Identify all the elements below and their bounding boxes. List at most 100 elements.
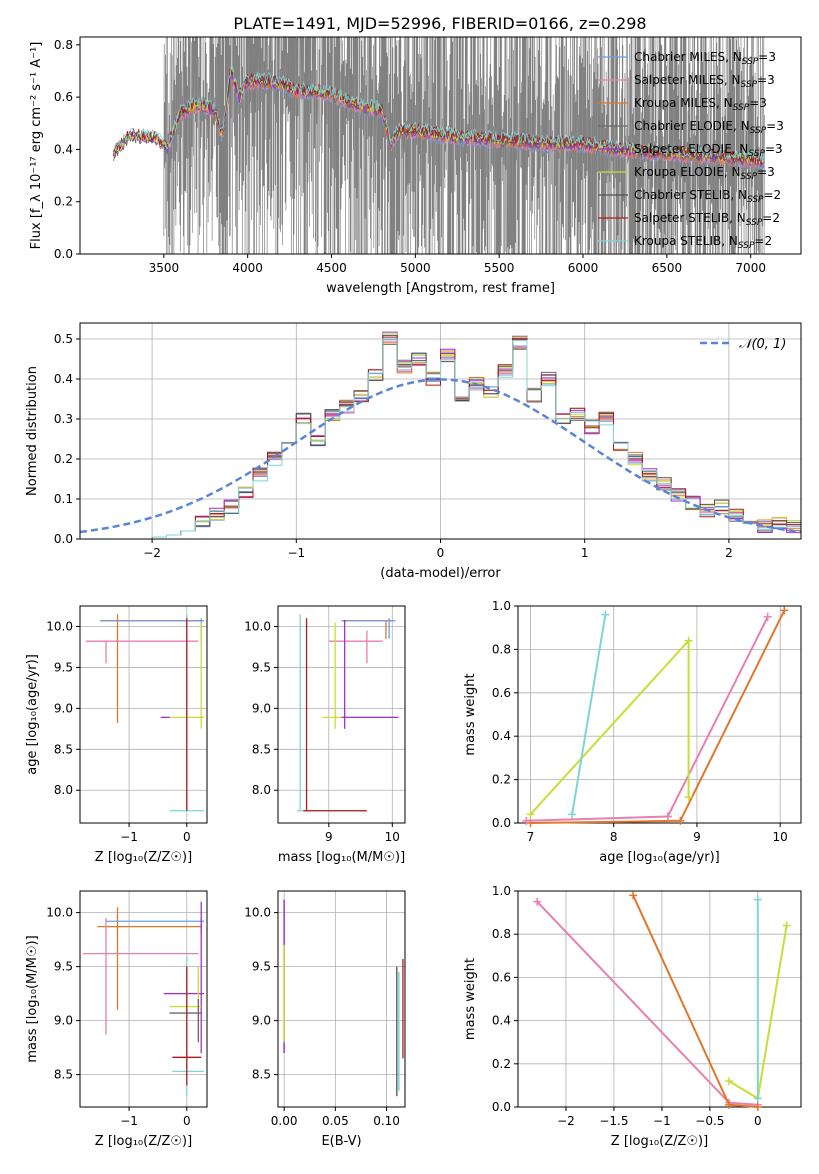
y-tick-label: 10.0 [244,619,271,633]
weight-line-kroupa-stelib [571,614,607,815]
y-tick-label: 1.0 [492,884,511,898]
x-tick-label: 0 [437,546,445,560]
x-axis-label: age [log₁₀(age/yr)] [599,850,720,865]
x-tick-label: 0 [183,1114,191,1128]
y-axis-label: mass [log₁₀(M/M☉)] [25,935,40,1062]
y-tick-label: 0.8 [54,38,73,52]
legend-label-chabrier-elodie: Chabrier ELODIE, NSSP=3 [634,119,784,136]
weight-marker [526,810,535,819]
x-tick-label: 5000 [400,261,431,275]
y-tick-label: 9.5 [252,960,271,974]
x-axis-label: mass [log₁₀(M/M☉)] [278,850,405,865]
weight-marker [684,636,693,645]
axes-frame [277,890,406,1108]
x-tick-label: 10 [385,830,400,844]
y-axis-label: mass weight [463,673,478,755]
spectrum-panel: 3500 4000 4500 5000 5500 6000 6500 7000 0.0 0.2 0.… [29,36,802,296]
weight-marker [684,792,693,801]
axes-frame [517,890,802,1108]
x-axis-label: Z [log₁₀(Z/Z☉)] [611,1134,708,1149]
x-tick-label: 2 [725,546,733,560]
x-axis-label: (data-model)/error [380,566,501,581]
x-tick-label: 10 [773,830,788,844]
weight-marker [725,1100,734,1109]
y-tick-label: 9.5 [54,960,73,974]
axes-frame [79,36,802,255]
y-tick-label: 10.0 [244,906,271,920]
residuals-legend: 𝒩(0, 1) [700,337,786,352]
axes-frame [277,605,406,824]
y-tick-label: 0.2 [492,1057,511,1071]
axes-frame [79,605,208,824]
weight-marker [629,891,638,900]
x-tick-label: −2 [557,1114,575,1128]
x-tick-label: 4000 [232,261,263,275]
y-tick-label: 0.2 [54,195,73,209]
y-tick-label: 8.5 [54,742,73,756]
y-tick-label: 0.1 [54,492,73,506]
x-tick-label: 0.00 [271,1114,298,1128]
x-tick-label: −1 [120,1114,138,1128]
y-tick-label: 0.2 [54,452,73,466]
y-tick-label: 8.0 [54,783,73,797]
spectrum-lines [113,37,765,254]
x-tick-label: 0.10 [373,1114,400,1128]
weight-marker [753,1103,762,1111]
residuals-panel: −2 −1 0 1 2 0.0 0.1 0.2 0.3 0.4 0.5 (data-model)/er… [25,322,802,581]
x-axis-label: wavelength [Angstrom, rest frame] [326,281,555,296]
y-axis-label: Flux [f_λ 10⁻¹⁷ erg cm⁻² s⁻¹ A⁻¹] [29,42,44,250]
weight-line-kroupa-elodie [529,638,690,815]
y-tick-label: 0.0 [54,532,73,546]
legend-label-kroupa-miles: Kroupa MILES, NSSP=3 [634,96,767,113]
y-tick-label: 0.4 [492,1014,511,1028]
weight-marker [780,606,789,615]
x-tick-label: 0.05 [322,1114,349,1128]
spectrum-legend: Chabrier MILES, NSSP=3 Salpeter MILES, N… [598,50,784,251]
weight-marker [533,897,542,906]
weight-line-kroupa-miles [530,609,786,824]
y-tick-label: 10.0 [46,906,73,920]
axes-frame [79,890,208,1108]
weight-marker [676,816,685,825]
weight-marker [522,816,531,825]
legend-label-salpeter-miles: Salpeter MILES, NSSP=3 [634,73,775,90]
y-tick-label: 9.0 [54,701,73,715]
y-tick-label: 8.0 [252,783,271,797]
legend-label-chabrier-miles: Chabrier MILES, NSSP=3 [634,50,776,67]
legend-label-salpeter-stelib: Salpeter STELIB, NSSP=2 [634,211,780,228]
weight-marker [663,812,672,821]
y-tick-label: 8.5 [54,1068,73,1082]
x-tick-label: 0 [183,830,191,844]
y-tick-label: 0.0 [492,816,511,830]
x-tick-label: 0 [754,1114,762,1128]
y-tick-label: 9.0 [252,701,271,715]
x-tick-label: 7000 [735,261,766,275]
x-axis-label: E(B-V) [321,1134,361,1149]
x-tick-label: −1 [120,830,138,844]
x-tick-label: 7 [527,830,535,844]
y-axis-label: age [log₁₀(age/yr)] [25,654,40,775]
legend-label-kroupa-stelib: Kroupa STELIB, NSSP=2 [634,234,772,251]
y-tick-label: 0.6 [492,970,511,984]
x-tick-label: 9 [325,830,333,844]
x-tick-label: 5500 [484,261,515,275]
x-tick-label: 1 [581,546,589,560]
mass-vs-metallicity-panel: −1 0 8.5 9.0 9.5 10.0 Z [log₁₀(Z/Z☉)] mass [log… [25,890,208,1149]
y-tick-label: 0.4 [54,372,73,386]
x-tick-label: −1.5 [599,1114,628,1128]
y-tick-label: 8.5 [252,742,271,756]
y-tick-label: 0.8 [492,927,511,941]
weight-line-kroupa-miles [632,894,758,1108]
y-tick-label: 0.4 [54,142,73,156]
x-tick-label: 9 [693,830,701,844]
x-tick-label: −1 [653,1114,671,1128]
y-tick-label: 0.8 [492,642,511,656]
legend-label-salpeter-elodie: Salpeter ELODIE, NSSP=3 [634,142,783,159]
y-tick-label: 9.0 [252,1014,271,1028]
weight-line-salpeter-miles [536,901,758,1106]
weight-marker [568,810,577,819]
y-tick-label: 0.4 [492,729,511,743]
model-line-kroupa-elodie [113,66,764,164]
x-tick-label: 6000 [568,261,599,275]
